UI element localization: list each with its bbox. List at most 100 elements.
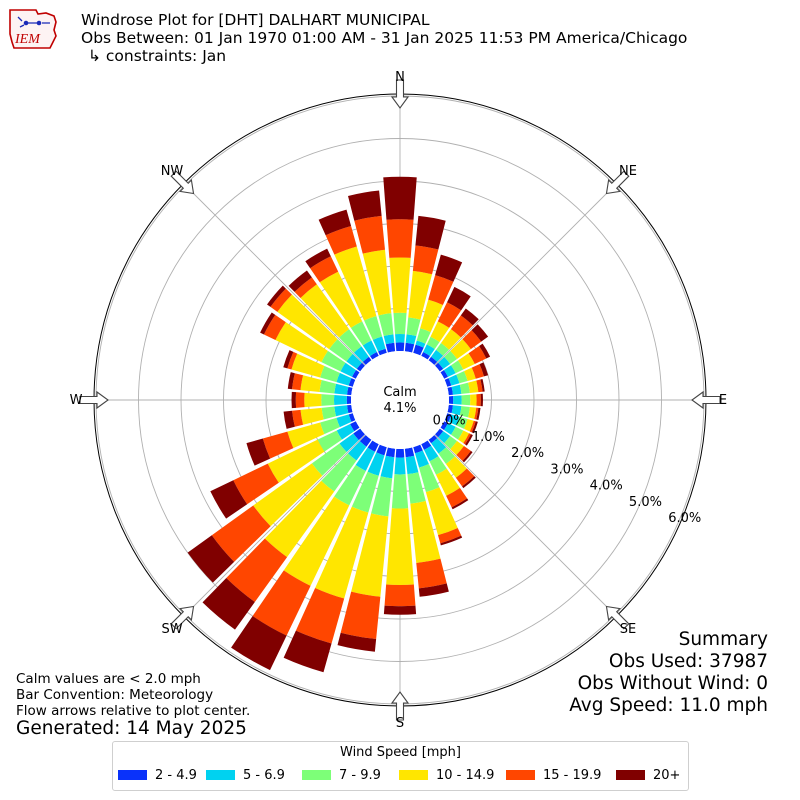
- bar-segment: [300, 407, 324, 425]
- bar-segment: [385, 342, 396, 353]
- radial-tick-label: 4.0%: [590, 479, 623, 494]
- bar-segment: [448, 374, 460, 386]
- bar-segment: [413, 344, 424, 356]
- bar-segment: [405, 334, 417, 345]
- bar-segment: [424, 445, 439, 462]
- bar-segment: [336, 372, 352, 386]
- bar-segment: [383, 334, 395, 345]
- bar-segment: [468, 346, 487, 365]
- bar-segment: [304, 392, 322, 408]
- bar-segment: [416, 558, 447, 589]
- bar-segment: [404, 342, 415, 353]
- radial-tick-labels: 0.0% 1.0% 2.0% 3.0% 4.0% 5.0% 6.0%: [433, 414, 702, 527]
- calm-label: Calm: [383, 385, 416, 400]
- grid-spoke: [434, 434, 617, 617]
- bar-segment: [339, 329, 362, 353]
- bar-segment: [386, 219, 414, 258]
- bar-segment: [431, 349, 444, 362]
- bar-segment: [438, 447, 456, 464]
- bar-segment: [334, 383, 349, 395]
- logo-text: IEM: [14, 32, 41, 47]
- flow-arrow-icon: [390, 79, 410, 109]
- flow-arrow-icon: [170, 605, 195, 630]
- bar-segment: [451, 384, 462, 395]
- bar-segment: [453, 395, 462, 405]
- flow-arrows: [79, 79, 721, 721]
- bar-segment: [346, 353, 362, 369]
- legend-label: 5 - 6.9: [243, 768, 285, 783]
- bar-segment: [334, 395, 347, 405]
- bar-segment: [450, 339, 471, 360]
- bar-segment: [355, 447, 376, 471]
- bar-segment: [277, 294, 338, 350]
- bar-segment: [460, 308, 479, 326]
- bar-segment: [362, 356, 372, 365]
- calm-value: 4.1%: [383, 401, 416, 416]
- legend-item-bin2: 5 - 6.9: [206, 768, 285, 784]
- bar-segment: [263, 314, 286, 341]
- bar-segment: [383, 176, 417, 220]
- bar-segment: [450, 440, 464, 456]
- bar-segment: [406, 317, 421, 337]
- summary-obs-without-wind: Obs Without Wind: 0: [577, 673, 768, 694]
- bar-segment: [352, 369, 360, 379]
- bar-segment: [267, 439, 325, 483]
- bar-segment: [317, 430, 342, 452]
- legend-swatch: [506, 770, 535, 780]
- bar-segment: [391, 474, 409, 509]
- bar-segment: [435, 254, 463, 282]
- bar-segment: [415, 215, 446, 250]
- bar-segment: [376, 444, 387, 456]
- bar-segment: [440, 421, 448, 431]
- bar-segment: [288, 270, 312, 292]
- bar-segment: [287, 372, 295, 390]
- bar-segment: [436, 342, 450, 356]
- bar-segment: [339, 433, 359, 453]
- legend-label: 2 - 4.9: [155, 768, 197, 783]
- bar-segment: [321, 453, 357, 492]
- bar-segment: [476, 407, 481, 420]
- bar-segment: [405, 455, 419, 475]
- bar-segment: [292, 409, 304, 427]
- bar-segment: [334, 405, 349, 417]
- bar-segment: [367, 452, 385, 476]
- bar-segment: [450, 315, 473, 338]
- bar-segment: [320, 417, 340, 435]
- bar-segment: [418, 583, 449, 597]
- bar-segment: [447, 386, 453, 396]
- bar-segment: [447, 404, 453, 414]
- note-bar-convention: Bar Convention: Meteorology: [16, 687, 214, 703]
- bar-segment: [444, 350, 458, 364]
- bar-segment: [283, 496, 350, 586]
- bar-segment: [470, 394, 477, 406]
- bar-segment: [340, 362, 357, 377]
- bar-segment: [354, 215, 386, 254]
- bar-segment: [447, 286, 471, 311]
- bar-segment: [471, 324, 489, 342]
- summary-heading: Summary: [678, 629, 768, 650]
- bar-segment: [410, 501, 441, 563]
- bar-segment: [456, 371, 468, 384]
- legend-item-bin3: 7 - 9.9: [302, 768, 381, 784]
- bar-segment: [443, 365, 456, 377]
- bar-segment: [430, 321, 450, 342]
- radial-tick-label: 2.0%: [511, 446, 544, 461]
- bar-segment: [246, 438, 271, 466]
- calm-circle: [351, 351, 449, 449]
- bar-segment: [426, 336, 440, 349]
- bar-segment: [421, 440, 432, 450]
- bar-segment: [334, 246, 377, 321]
- grid-spoke: [434, 183, 617, 366]
- bar-segment: [372, 336, 386, 352]
- legend-title: Wind Speed [mph]: [340, 745, 461, 760]
- bar-segment: [378, 348, 387, 356]
- bar-segment: [415, 340, 426, 348]
- radial-tick-label: 0.0%: [433, 414, 466, 429]
- flow-arrow-icon: [390, 691, 410, 721]
- bar-segment: [471, 421, 478, 434]
- bar-segment: [458, 430, 470, 444]
- flow-arrow-icon: [605, 170, 630, 195]
- bar-segment: [440, 369, 448, 379]
- legend-swatch: [206, 770, 235, 780]
- bar-segment: [444, 413, 452, 422]
